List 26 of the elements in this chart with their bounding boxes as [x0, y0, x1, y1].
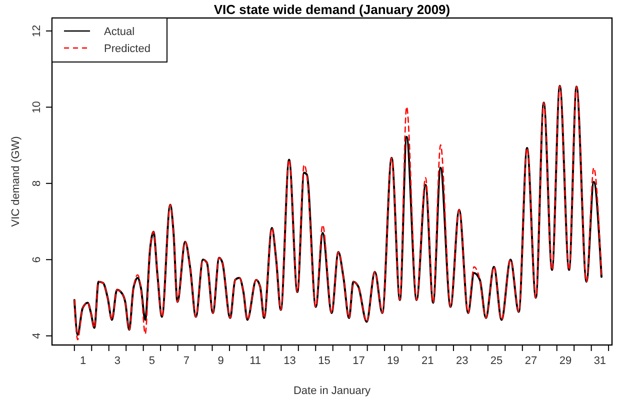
x-tick-label: 5 — [148, 355, 155, 367]
x-tick-label: 23 — [456, 355, 468, 367]
x-tick-label: 13 — [284, 355, 296, 367]
x-tick-label: 3 — [114, 355, 121, 367]
x-tick-label: 9 — [218, 355, 224, 367]
x-tick-label: 27 — [524, 355, 538, 367]
x-tick-label: 25 — [490, 355, 503, 367]
x-tick-label: 17 — [352, 355, 365, 367]
y-tick-label: 6 — [31, 256, 43, 263]
x-tick-label: 11 — [250, 355, 262, 367]
x-tick-label: 31 — [594, 355, 606, 367]
x-tick-label: 7 — [183, 355, 190, 367]
y-tick-label: 12 — [31, 24, 43, 38]
x-tick-label: 29 — [559, 355, 572, 367]
x-tick-label: 21 — [422, 355, 434, 367]
x-axis-title: Date in January — [293, 385, 372, 397]
y-tick-label: 8 — [31, 180, 43, 186]
legend-label: Predicted — [104, 43, 150, 55]
legend-label: Actual — [104, 26, 135, 38]
x-tick-label: 19 — [387, 355, 400, 367]
y-axis-title: VIC demand (GW) — [10, 136, 22, 227]
x-tick-label: 1 — [80, 355, 86, 367]
x-tick-label: 15 — [318, 355, 330, 367]
y-tick-label: 4 — [31, 332, 43, 339]
y-tick-label: 10 — [31, 101, 43, 114]
chart-title: VIC state wide demand (January 2009) — [214, 2, 450, 17]
